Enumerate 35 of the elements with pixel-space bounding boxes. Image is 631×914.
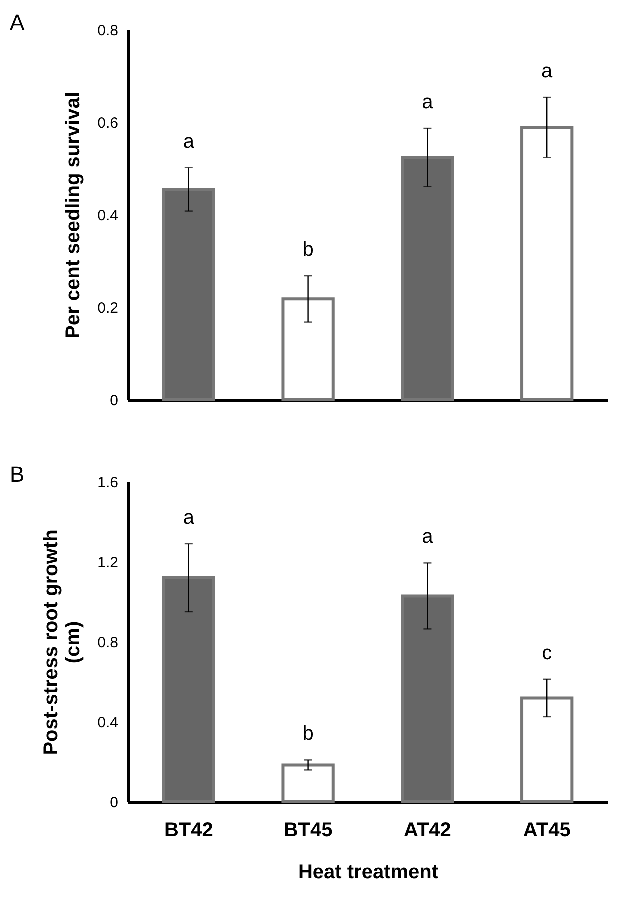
annotation: c [542,642,552,664]
x-tick-label: BT42 [164,820,214,842]
y-tick-label: 0.4 [98,714,118,732]
y-tick-label: 0.6 [98,115,118,132]
bar [282,298,335,402]
bar [520,126,574,402]
chart-title: B [10,462,25,487]
annotation: b [302,239,314,262]
annotation: a [422,92,434,114]
y-axis-title: Per cent seedling survival [62,92,85,339]
y-tick-label: 0.2 [98,300,118,317]
y-tick-label: 0 [110,392,118,410]
y-axis-title: Post-stress root growth (cm) [40,530,85,756]
y-tick-label: 0.8 [98,634,118,652]
y-tick-label: 1.6 [98,474,118,492]
bar [282,764,335,804]
annotation: a [183,507,196,529]
x-tick-label: AT42 [404,820,452,842]
chart-title: A [10,10,25,35]
annotation: a [183,130,196,153]
bar [162,188,216,402]
annotation: b [302,723,314,746]
annotation: a [422,526,434,548]
x-axis-title: Heat treatment [298,862,439,884]
bar [401,156,454,402]
y-tick-label: 0.8 [98,22,118,40]
bar [162,576,216,804]
bar [401,594,454,804]
y-tick-label: 0.4 [98,208,118,224]
x-tick-label: AT45 [523,820,571,842]
y-tick-label: 1.2 [98,554,118,572]
bar [520,696,574,804]
x-tick-label: BT45 [284,820,333,842]
y-tick-label: 0 [110,794,118,812]
annotation: a [542,60,554,83]
